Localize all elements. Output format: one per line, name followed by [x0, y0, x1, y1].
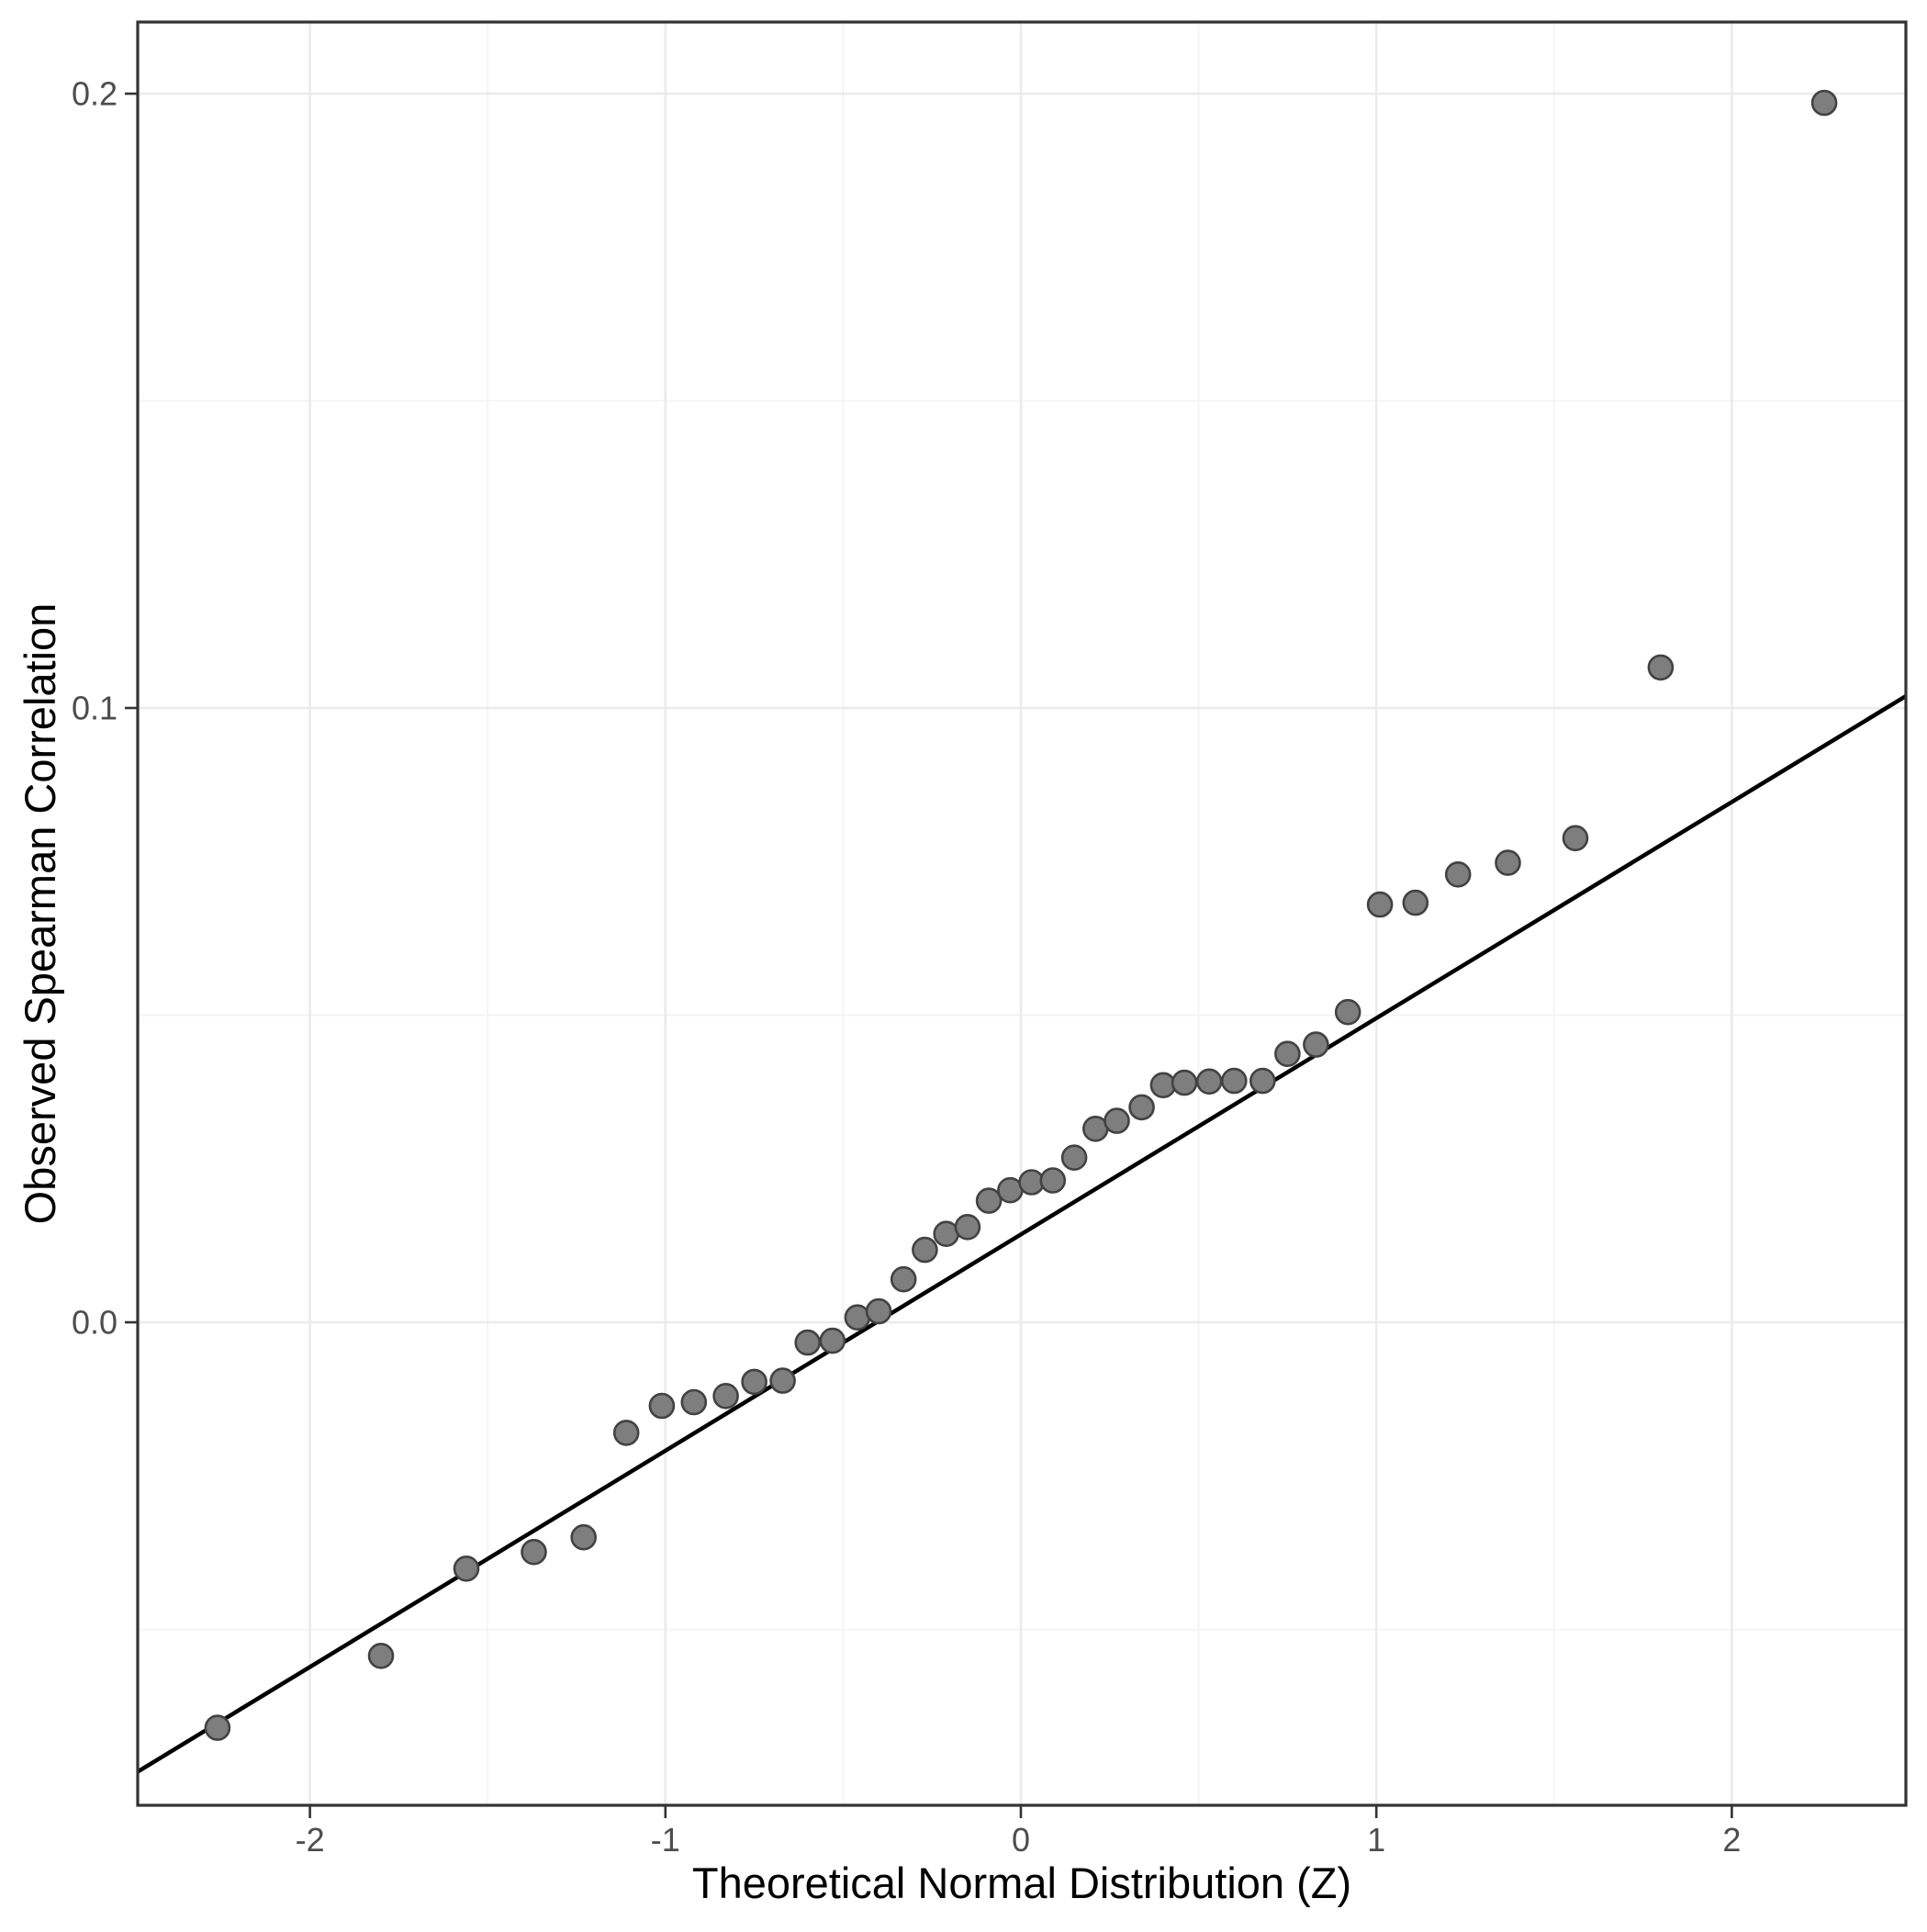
data-point: [794, 1329, 822, 1356]
reference-line: [136, 694, 1908, 1774]
data-point: [453, 1556, 480, 1582]
data-point: [1171, 1069, 1198, 1096]
data-point: [712, 1383, 739, 1410]
data-point: [912, 1236, 938, 1264]
data-point: [1039, 1167, 1067, 1194]
axis-ticks: [125, 92, 1733, 1818]
x-tick-label: 0: [1012, 1821, 1030, 1859]
y-tick-label: 0.0: [72, 1304, 118, 1342]
data-point: [1562, 825, 1589, 852]
data-point: [819, 1327, 846, 1354]
data-point: [769, 1367, 796, 1394]
data-point: [521, 1538, 547, 1566]
data-point: [1334, 998, 1361, 1026]
data-point: [1195, 1068, 1223, 1095]
data-point: [612, 1420, 640, 1446]
data-point: [975, 1187, 1003, 1214]
data-point: [1366, 891, 1394, 918]
data-point: [741, 1368, 767, 1396]
data-point: [1104, 1107, 1130, 1134]
data-point: [648, 1392, 676, 1420]
data-point: [1249, 1067, 1276, 1095]
x-tick-labels: -2 -1 0 1 2: [296, 1821, 1742, 1859]
data-point: [204, 1714, 231, 1741]
data-point: [1303, 1031, 1329, 1058]
data-point: [865, 1297, 892, 1325]
y-tick-labels: 0.0 0.1 0.2: [72, 75, 118, 1342]
x-tick-label: -1: [651, 1821, 680, 1859]
y-tick-label: 0.2: [72, 75, 118, 113]
data-point: [570, 1523, 598, 1551]
data-point: [1060, 1144, 1088, 1171]
data-point: [1128, 1094, 1155, 1121]
data-point: [954, 1214, 981, 1241]
data-point: [844, 1304, 871, 1331]
y-axis-title: Observed Spearman Correlation: [16, 603, 64, 1225]
x-tick-label: 1: [1367, 1821, 1385, 1859]
data-points: [204, 89, 1838, 1741]
x-axis-title: Theoretical Normal Distribution (Z): [692, 1859, 1351, 1907]
data-point: [1647, 654, 1675, 681]
data-point: [680, 1388, 708, 1416]
data-point: [1402, 889, 1429, 916]
x-tick-label: 2: [1722, 1821, 1741, 1859]
data-point: [367, 1643, 395, 1669]
data-point: [1221, 1067, 1248, 1095]
data-point: [1444, 860, 1472, 888]
data-point: [1810, 89, 1838, 117]
data-point: [1149, 1072, 1177, 1099]
data-point: [1274, 1040, 1301, 1067]
data-point: [890, 1265, 917, 1293]
y-tick-label: 0.1: [72, 690, 118, 727]
x-tick-label: -2: [296, 1821, 325, 1859]
data-point: [1495, 849, 1521, 876]
